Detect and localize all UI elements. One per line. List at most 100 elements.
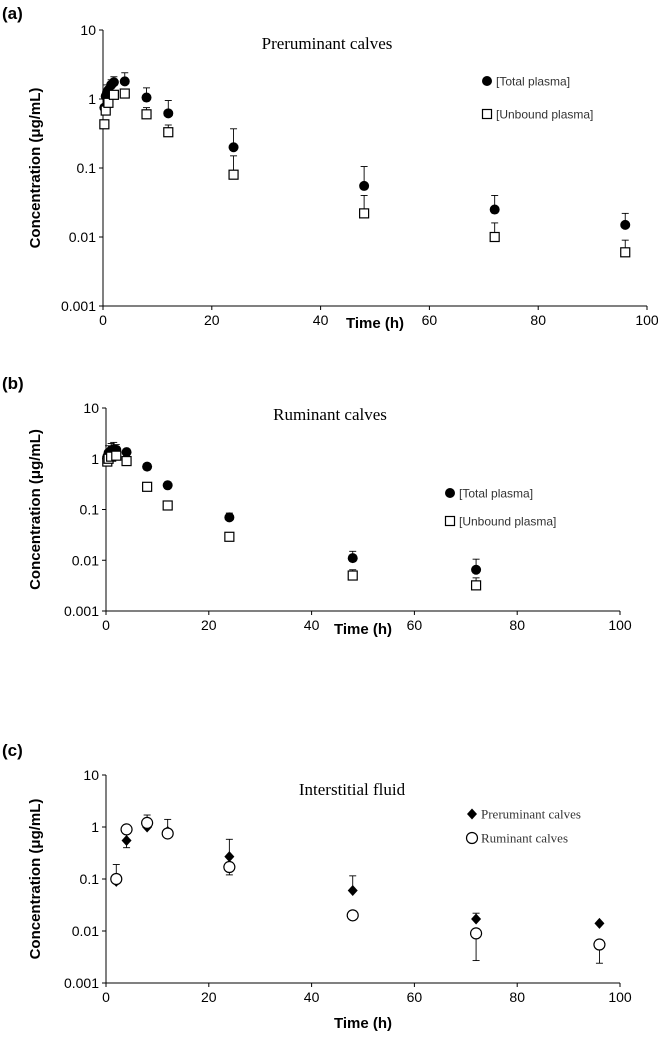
chart-title: Interstitial fluid (299, 780, 406, 799)
panel-label: (b) (2, 374, 24, 393)
data-point (121, 455, 132, 467)
data-point (99, 119, 110, 130)
data-point (489, 204, 500, 215)
data-point (120, 823, 133, 836)
data-point (141, 92, 152, 103)
chart-title: Preruminant calves (262, 34, 393, 53)
legend-label: [Unbound plasma] (459, 515, 556, 529)
legend-label: Ruminant calves (481, 831, 568, 846)
data-point (359, 180, 370, 191)
x-tick-label: 0 (102, 617, 110, 633)
x-tick-label: 100 (608, 989, 632, 1005)
y-tick-label: 0.1 (77, 160, 97, 176)
data-point (224, 512, 235, 523)
data-point (108, 89, 119, 100)
data-point (469, 927, 483, 940)
x-tick-label: 40 (313, 312, 329, 328)
x-tick-label: 20 (204, 312, 220, 328)
data-point (110, 872, 123, 886)
legend-marker (465, 831, 479, 845)
y-tick-label: 0.01 (69, 229, 96, 245)
y-axis-title: Concentration (μg/mL) (27, 429, 44, 590)
data-point (108, 77, 119, 88)
y-tick-label: 0.1 (80, 502, 100, 518)
data-point (347, 570, 358, 581)
series-0 (102, 441, 482, 575)
data-point (163, 127, 174, 138)
x-tick-label: 80 (509, 617, 525, 633)
data-point (489, 231, 500, 243)
y-tick-label: 1 (91, 451, 99, 467)
legend-label: [Total plasma] (459, 487, 533, 501)
y-tick-label: 10 (83, 767, 99, 783)
x-tick-label: 20 (201, 989, 217, 1005)
legend-marker (481, 108, 493, 120)
data-point (224, 531, 235, 542)
data-point (347, 885, 358, 897)
y-axis-title: Concentration (μg/mL) (27, 799, 44, 960)
chart-panel-0: (a) Preruminant calves 0.001 0.01 0.1 1 100 20 4… (2, 4, 658, 332)
data-point (119, 88, 130, 99)
x-axis-title: Time (h) (346, 315, 404, 332)
legend-marker (482, 76, 492, 86)
data-point (162, 480, 173, 491)
data-point (228, 142, 239, 153)
data-point (142, 481, 153, 492)
series-1 (99, 88, 631, 258)
data-point (594, 917, 605, 929)
y-tick-label: 0.01 (72, 923, 99, 939)
legend-label: Preruminant calves (481, 807, 581, 822)
panel-label: (c) (2, 741, 23, 760)
x-tick-label: 40 (304, 617, 320, 633)
x-tick-label: 0 (102, 989, 110, 1005)
x-tick-label: 80 (530, 312, 546, 328)
data-point (620, 247, 631, 258)
data-point (223, 860, 236, 874)
data-point (359, 208, 370, 219)
legend-marker (444, 515, 456, 527)
series-0 (99, 72, 631, 230)
y-tick-label: 0.1 (80, 871, 100, 887)
chart-title: Ruminant calves (273, 405, 387, 424)
series-1 (110, 814, 606, 964)
panel-label: (a) (2, 4, 23, 23)
y-tick-label: 0.001 (64, 603, 99, 619)
legend-marker (445, 488, 455, 498)
y-axis-title: Concentration (μg/mL) (27, 88, 44, 249)
data-point (161, 827, 174, 840)
data-point (141, 816, 154, 829)
y-tick-label: 1 (88, 91, 96, 107)
x-tick-label: 60 (422, 312, 438, 328)
y-tick-label: 0.01 (72, 552, 99, 568)
x-tick-label: 20 (201, 617, 217, 633)
legend-label: [Total plasma] (496, 75, 570, 89)
data-point (111, 450, 122, 461)
x-tick-label: 100 (608, 617, 632, 633)
series-1 (102, 450, 482, 591)
data-point (141, 109, 152, 120)
data-point (346, 909, 359, 922)
legend-label: [Unbound plasma] (496, 108, 593, 122)
data-point (224, 851, 235, 863)
x-tick-label: 100 (635, 312, 658, 328)
data-point (471, 913, 482, 925)
data-point (347, 553, 358, 564)
data-point (163, 108, 174, 119)
data-point (103, 97, 114, 108)
data-point (162, 500, 173, 511)
data-point (620, 219, 631, 230)
data-point (142, 461, 153, 472)
data-point (593, 938, 606, 951)
y-tick-label: 1 (91, 819, 99, 835)
y-tick-label: 0.001 (61, 298, 96, 314)
legend-marker (467, 808, 477, 820)
x-axis-title: Time (h) (334, 621, 392, 638)
y-tick-label: 0.001 (64, 975, 99, 991)
data-point (470, 580, 482, 591)
data-point (228, 169, 239, 180)
data-point (121, 447, 132, 458)
x-tick-label: 80 (509, 989, 525, 1005)
